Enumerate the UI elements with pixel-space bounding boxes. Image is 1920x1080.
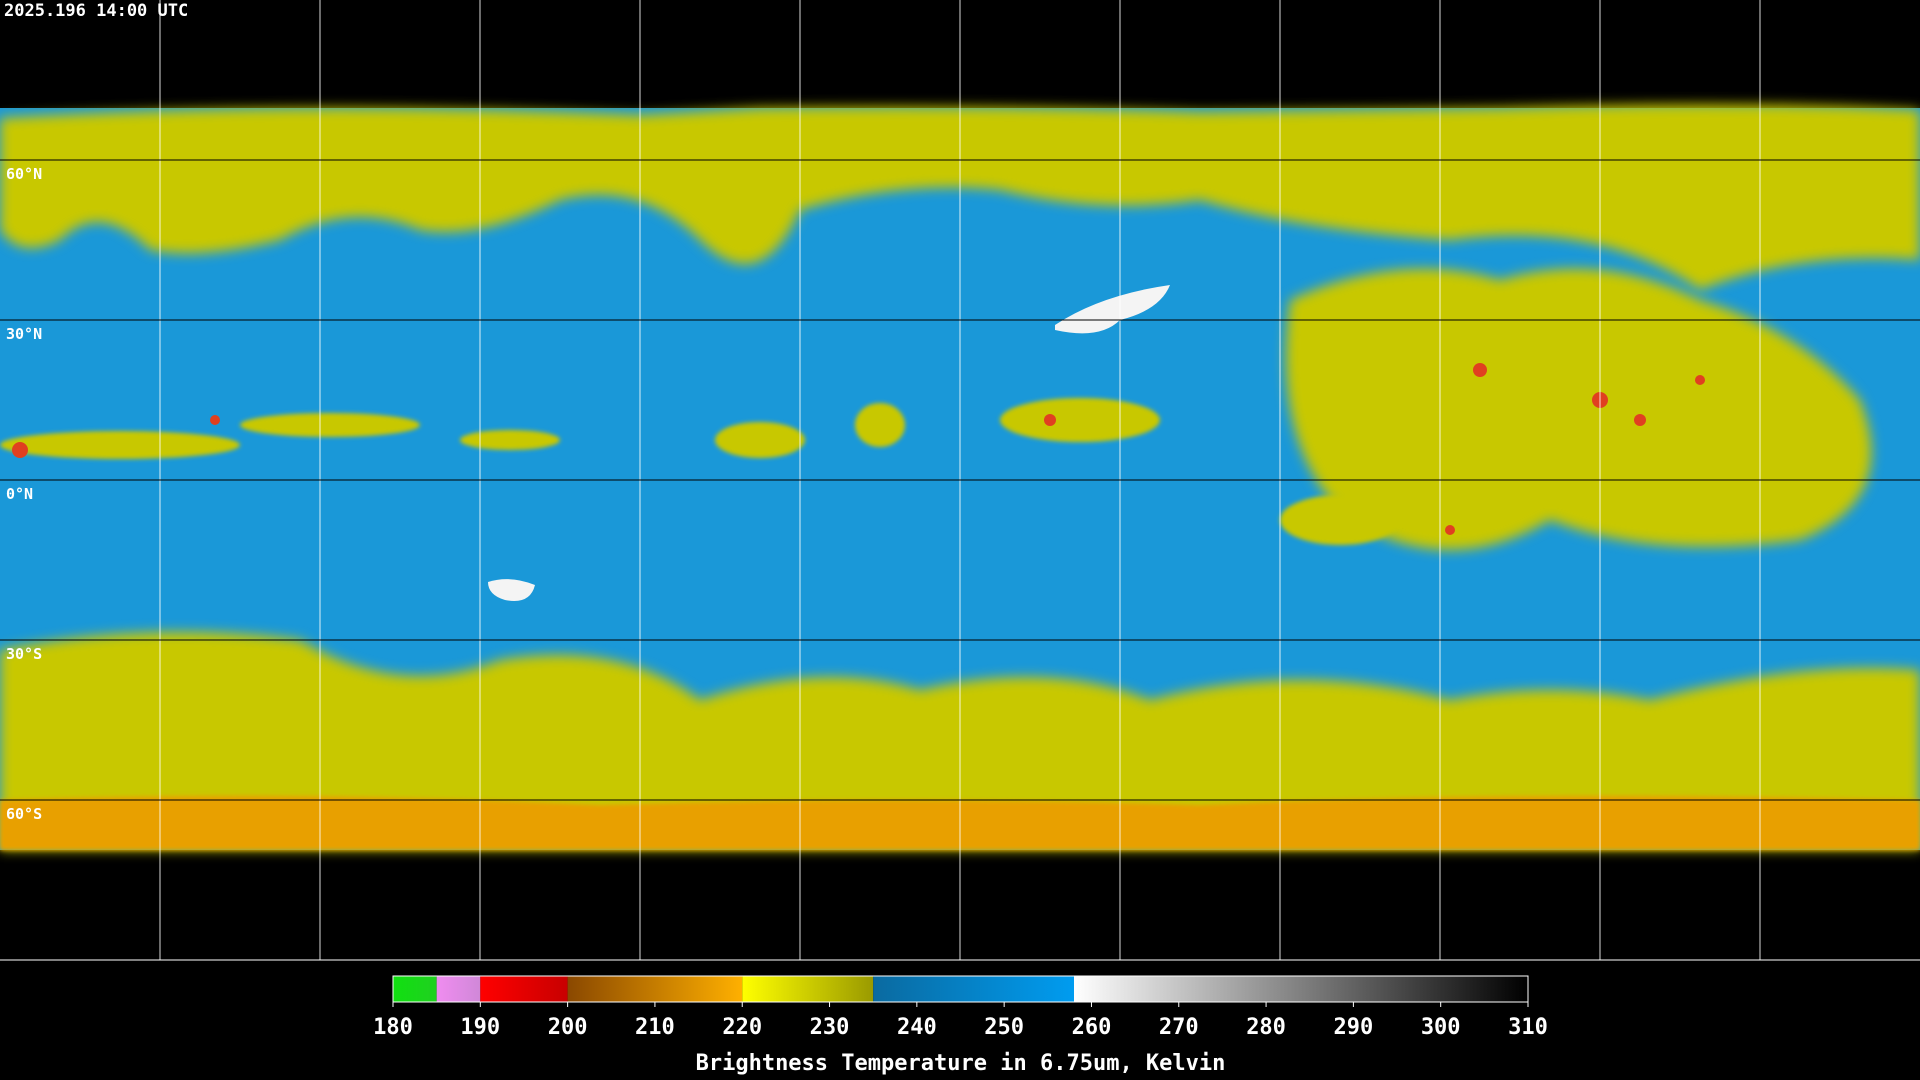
- colorbar-tick-label: 240: [897, 1015, 937, 1040]
- itcz-clouds: [0, 398, 1400, 545]
- colorbar: 180 190 200 210 220 230 240 250 260 270 280 290 300 3…: [373, 975, 1548, 1076]
- colorbar-segment: [436, 976, 481, 1002]
- colorbar-title: Brightness Temperature in 6.75um, Kelvin: [696, 1051, 1226, 1076]
- colorbar-segment: [480, 976, 568, 1002]
- colorbar-tick-label: 260: [1072, 1015, 1112, 1040]
- latitude-label: 60°N: [6, 165, 42, 183]
- latitude-label: 30°S: [6, 645, 42, 663]
- latitude-label: 0°N: [6, 485, 33, 503]
- colorbar-tick-label: 250: [984, 1015, 1024, 1040]
- latitude-label: 30°N: [6, 325, 42, 343]
- colorbar-segment: [873, 976, 1074, 1002]
- colorbar-frame: [392, 975, 1529, 1003]
- colorbar-segment: [393, 976, 437, 1002]
- graticule: [0, 0, 1920, 961]
- colorbar-tick-label: 200: [548, 1015, 588, 1040]
- deep-convection: [12, 363, 1705, 535]
- colorbar-tick-label: 270: [1159, 1015, 1199, 1040]
- colorbar-tick-label: 220: [722, 1015, 762, 1040]
- latitude-label: 60°S: [6, 805, 42, 823]
- dry-region-south-america: [488, 579, 535, 601]
- dry-region-africa: [1055, 285, 1170, 334]
- colorbar-tick-label: 300: [1421, 1015, 1461, 1040]
- colorbar-tick-label: 190: [460, 1015, 500, 1040]
- colorbar-tick-label: 180: [373, 1015, 413, 1040]
- colorbar-segment: [567, 976, 743, 1002]
- colorbar-tick-label: 230: [810, 1015, 850, 1040]
- colorbar-tick-label: 210: [635, 1015, 675, 1040]
- colorbar-segment: [742, 976, 874, 1002]
- timestamp: 2025.196 14:00 UTC: [4, 1, 188, 21]
- colorbar-tick-label: 310: [1508, 1015, 1548, 1040]
- colorbar-tick-label: 280: [1246, 1015, 1286, 1040]
- colorbar-tick-label: 290: [1334, 1015, 1374, 1040]
- colorbar-segment: [1074, 976, 1528, 1002]
